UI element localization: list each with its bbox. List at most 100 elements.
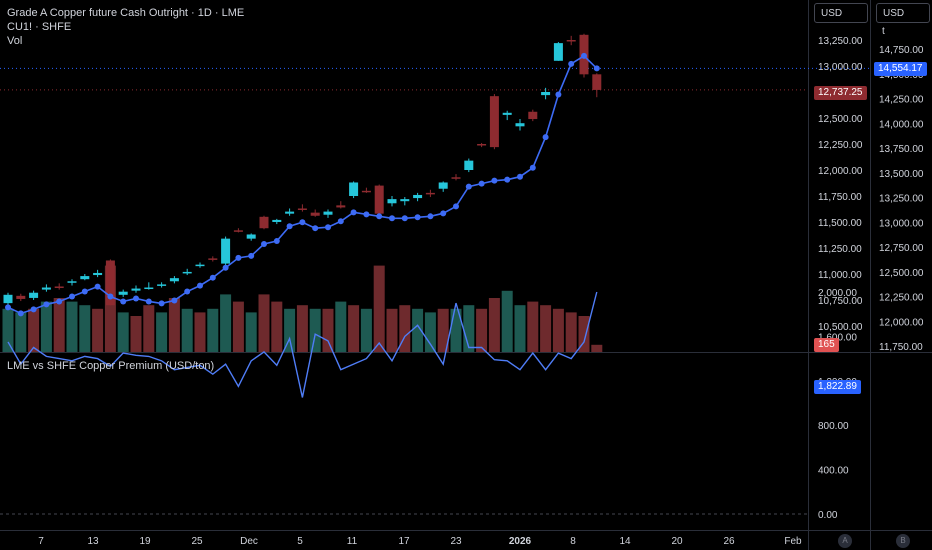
candle-body — [553, 43, 563, 61]
candle-body — [310, 212, 320, 216]
shfe-point — [478, 180, 485, 187]
candle-body — [233, 230, 243, 232]
lme-price-tick-label: 13,250.00 — [818, 36, 863, 47]
candle-body — [374, 185, 384, 214]
shfe-last-price-badge: 14,554.17 — [874, 62, 927, 76]
volume-bar — [437, 308, 449, 352]
shfe-point — [376, 213, 383, 220]
volume-bar — [40, 301, 52, 352]
currency-selector-right[interactable]: USD — [876, 3, 930, 23]
candle-body — [3, 294, 13, 304]
volume-bar — [514, 305, 526, 352]
shfe-point — [184, 288, 191, 295]
volume-bar — [79, 305, 91, 352]
volume-bar — [232, 301, 244, 352]
volume-bar — [66, 301, 78, 352]
time-tick-label: Dec — [240, 536, 258, 547]
scale-a-button[interactable]: A — [838, 534, 852, 548]
shfe-point — [363, 211, 370, 218]
candle-body — [80, 276, 90, 280]
lme-price-tick-label: 10,750.00 — [818, 296, 863, 307]
volume-bar — [15, 312, 27, 352]
shfe-point — [542, 134, 549, 141]
shfe-point — [17, 310, 24, 317]
shfe-point — [171, 297, 178, 304]
volume-bar — [194, 312, 206, 352]
shfe-point — [568, 60, 575, 67]
premium-tick-label: 1,600.00 — [818, 332, 857, 343]
candle-body — [221, 238, 231, 264]
candle-body — [566, 40, 576, 42]
scale-b-button[interactable]: B — [896, 534, 910, 548]
lme-price-tick-label: 10,500.00 — [818, 322, 863, 333]
candle-body — [400, 199, 410, 202]
shfe-point — [261, 241, 267, 248]
volume-bar — [373, 265, 385, 352]
shfe-price-tick-label: 12,000.00 — [879, 317, 924, 328]
volume-bar — [424, 312, 436, 352]
volume-bar — [271, 301, 283, 352]
volume-bar — [181, 308, 193, 352]
candle-body — [489, 96, 499, 148]
shfe-point — [427, 213, 434, 220]
candle-body — [93, 272, 103, 276]
volume-bar — [591, 344, 603, 352]
candle-body — [131, 288, 141, 291]
lme-price-tick-label: 13,000.00 — [818, 62, 863, 73]
shfe-point — [43, 301, 50, 308]
volume-bar — [309, 308, 321, 352]
lme-price-tick-label: 11,250.00 — [818, 244, 862, 255]
shfe-point — [581, 52, 587, 59]
time-tick-label: 25 — [191, 536, 203, 547]
volume-bar — [2, 308, 14, 352]
premium-tick-label: 400.00 — [818, 466, 849, 477]
shfe-point — [69, 293, 75, 300]
volume-bar — [476, 308, 488, 352]
shfe-point — [337, 218, 344, 225]
shfe-point — [133, 295, 139, 302]
shfe-point — [5, 304, 11, 311]
time-tick-label: 2026 — [509, 536, 532, 547]
shfe-point — [440, 210, 447, 217]
candle-body — [54, 286, 64, 288]
volume-bar — [53, 298, 65, 352]
shfe-point — [517, 173, 523, 180]
shfe-price-tick-label: 11,750.00 — [879, 342, 923, 353]
volume-bar — [207, 308, 219, 352]
candle-body — [195, 264, 205, 267]
candle-body — [464, 160, 474, 170]
time-tick-label: 11 — [347, 536, 358, 547]
shfe-price-tick-label: 13,000.00 — [879, 218, 924, 229]
shfe-point — [273, 238, 280, 245]
candle-body — [246, 234, 256, 239]
candle-body — [169, 278, 179, 282]
volume-bar — [463, 305, 475, 352]
volume-bar — [335, 301, 347, 352]
candle-body — [297, 208, 307, 210]
volume-bar — [92, 308, 104, 352]
volume-bar — [220, 294, 232, 352]
volume-bar — [488, 298, 500, 352]
candle-body — [144, 287, 154, 290]
volume-bar — [245, 312, 257, 352]
candle-body — [208, 258, 218, 260]
volume-bar — [552, 308, 564, 352]
volume-last-badge: 165 — [814, 338, 839, 352]
volume-bar — [104, 265, 116, 352]
currency-selector-left[interactable]: USD — [814, 3, 868, 23]
shfe-point — [350, 209, 357, 216]
volume-bar — [450, 308, 462, 352]
shfe-price-tick-label: 14,750.00 — [879, 45, 924, 56]
shfe-point — [325, 224, 331, 231]
lme-price-tick-label: 12,500.00 — [818, 114, 863, 125]
shfe-point — [453, 203, 459, 210]
volume-bar — [578, 316, 590, 352]
lme-price-tick-label: 11,500.00 — [818, 218, 862, 229]
volume-bar — [130, 316, 142, 352]
shfe-point — [465, 183, 472, 190]
candle-body — [451, 177, 461, 179]
shfe-point — [504, 176, 511, 183]
candle-body — [272, 219, 282, 222]
shfe-point — [491, 177, 498, 184]
